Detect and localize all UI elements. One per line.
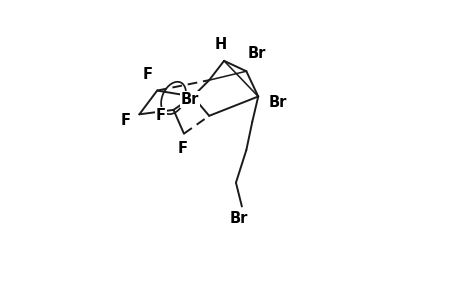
Text: Br: Br <box>268 95 286 110</box>
Text: F: F <box>177 141 187 156</box>
Text: Br: Br <box>229 211 247 226</box>
Text: F: F <box>120 113 130 128</box>
Text: F: F <box>156 108 166 123</box>
Text: Br: Br <box>247 46 266 61</box>
Text: Br: Br <box>180 92 198 107</box>
Text: H: H <box>214 37 227 52</box>
Text: F: F <box>142 67 152 82</box>
